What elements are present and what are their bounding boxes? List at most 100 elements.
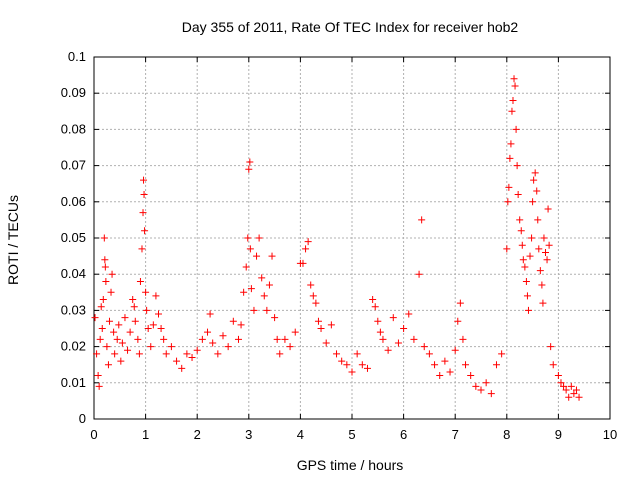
data-point — [526, 252, 534, 260]
data-point — [93, 350, 101, 358]
data-point — [513, 162, 521, 170]
data-point — [130, 303, 138, 311]
data-point — [511, 82, 519, 90]
x-tick-label: 2 — [194, 427, 201, 442]
data-point — [420, 343, 428, 351]
data-point — [528, 234, 536, 242]
data-point — [126, 328, 134, 336]
data-point — [384, 346, 392, 354]
data-point — [124, 346, 132, 354]
data-point — [554, 372, 562, 380]
data-point — [459, 335, 467, 343]
data-point — [129, 296, 137, 304]
x-tick-label: 7 — [452, 427, 459, 442]
data-point — [108, 270, 116, 278]
data-point — [214, 350, 222, 358]
data-point — [544, 205, 552, 213]
data-point — [237, 321, 245, 329]
data-point — [454, 317, 462, 325]
data-point — [462, 361, 470, 369]
data-point — [575, 393, 583, 401]
data-point — [418, 216, 426, 224]
data-point — [253, 252, 261, 260]
data-point — [379, 335, 387, 343]
data-point — [234, 335, 242, 343]
data-point — [562, 386, 570, 394]
data-point — [100, 234, 108, 242]
data-point — [523, 292, 531, 300]
data-point — [405, 310, 413, 318]
data-point — [517, 227, 525, 235]
data-point — [155, 310, 162, 318]
data-point — [263, 306, 271, 314]
axis-ticks: 0 1 2 3 4 5 6 7 8 9 10 0 0.01 0.02 0.03 0.04 0.05 0.06 0.0… — [61, 49, 618, 442]
data-point — [542, 248, 549, 256]
data-point — [101, 256, 109, 264]
data-point — [327, 321, 335, 329]
data-point — [533, 187, 541, 195]
data-point — [244, 234, 252, 242]
data-point — [487, 390, 495, 398]
data-point — [246, 245, 254, 253]
x-tick-label: 5 — [348, 427, 355, 442]
data-point — [543, 256, 551, 264]
data-point — [209, 339, 217, 347]
data-point — [268, 252, 276, 260]
data-point — [140, 191, 148, 199]
data-point — [312, 299, 320, 307]
data-point — [193, 346, 201, 354]
data-point — [276, 350, 284, 358]
data-point — [509, 96, 517, 104]
data-point — [121, 314, 129, 322]
data-point — [425, 350, 433, 358]
data-point — [206, 310, 214, 318]
x-tick-label: 1 — [142, 427, 149, 442]
data-point — [160, 335, 168, 343]
data-point — [529, 198, 537, 206]
data-point — [353, 350, 361, 358]
data-point — [265, 281, 273, 289]
data-point — [441, 357, 449, 365]
data-point — [167, 343, 175, 351]
data-point — [309, 292, 317, 300]
data-point — [456, 299, 464, 307]
data-point — [534, 216, 542, 224]
data-point — [343, 361, 351, 369]
data-point — [260, 292, 268, 300]
x-axis-label: GPS time / hours — [297, 457, 404, 473]
data-point — [492, 361, 500, 369]
data-point — [524, 306, 532, 314]
data-point — [549, 361, 557, 369]
data-point — [415, 270, 423, 278]
data-point — [565, 393, 573, 401]
data-point — [540, 234, 548, 242]
data-point — [348, 368, 356, 376]
data-point — [178, 364, 186, 372]
y-tick-label: 0.07 — [61, 158, 86, 173]
data-point — [508, 107, 516, 115]
data-point — [105, 317, 113, 325]
data-point — [394, 339, 402, 347]
data-point — [431, 361, 439, 369]
chart-title: Day 355 of 2011, Rate Of TEC Index for r… — [182, 19, 519, 35]
data-point — [505, 183, 513, 191]
data-point — [451, 346, 459, 354]
data-point — [95, 382, 103, 390]
data-point — [162, 350, 170, 358]
data-point — [545, 241, 553, 249]
data-point — [271, 314, 279, 322]
y-tick-label: 0.01 — [61, 375, 86, 390]
x-tick-label: 4 — [297, 427, 304, 442]
data-point — [131, 317, 139, 325]
data-point — [510, 75, 518, 83]
data-point — [247, 285, 255, 293]
data-point — [101, 263, 109, 271]
data-point — [467, 372, 475, 380]
x-tick-label: 8 — [503, 427, 510, 442]
data-point — [477, 386, 485, 394]
data-point — [376, 328, 384, 336]
data-point — [258, 274, 266, 282]
data-point — [358, 361, 366, 369]
data-point — [363, 364, 371, 372]
y-tick-label: 0 — [79, 411, 86, 426]
